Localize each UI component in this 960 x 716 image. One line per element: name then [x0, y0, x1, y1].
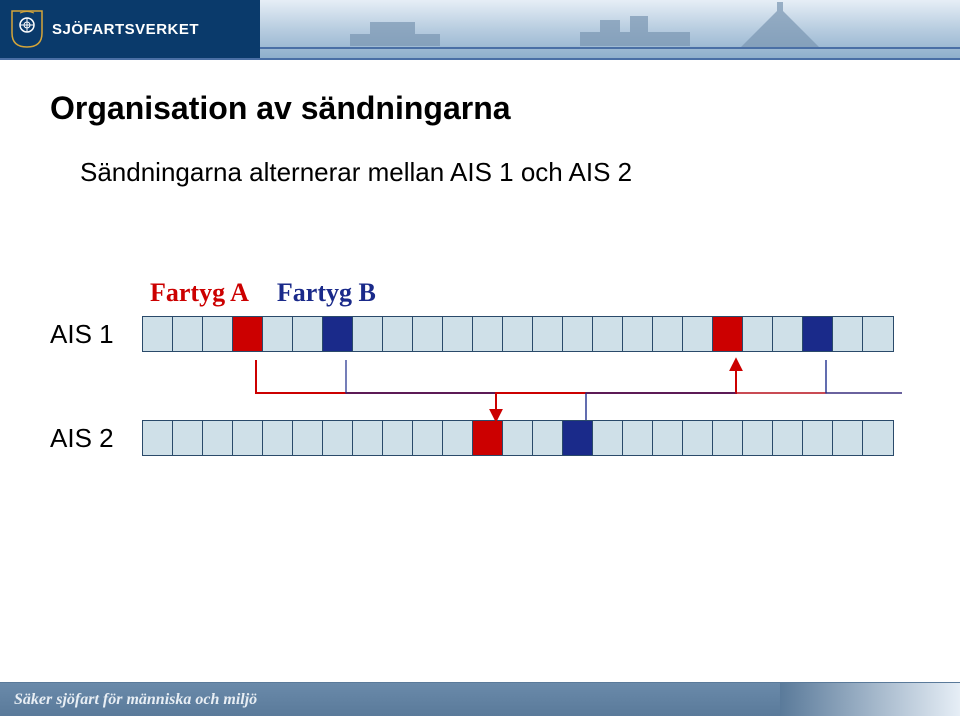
slot: [803, 421, 833, 455]
slot: [443, 317, 473, 351]
connectors: [142, 360, 910, 420]
slot: [383, 317, 413, 351]
slot: [773, 317, 803, 351]
slot: [743, 317, 773, 351]
slot: [143, 317, 173, 351]
slot: [233, 317, 263, 351]
slot: [473, 317, 503, 351]
slot: [413, 421, 443, 455]
slot: [563, 317, 593, 351]
slot: [653, 421, 683, 455]
slot: [683, 421, 713, 455]
slot: [683, 317, 713, 351]
slide: SJÖFARTSVERKET Organisation av sändninga…: [0, 0, 960, 716]
slot: [263, 421, 293, 455]
legend-fartyg-a: Fartyg A: [150, 278, 249, 308]
header: SJÖFARTSVERKET: [0, 0, 960, 60]
slot: [863, 317, 893, 351]
slot: [713, 317, 743, 351]
slot: [803, 317, 833, 351]
slot: [533, 317, 563, 351]
org-name: SJÖFARTSVERKET: [52, 21, 199, 38]
slot: [293, 421, 323, 455]
footer-bar: Säker sjöfart för människa och miljö: [0, 683, 780, 716]
slot: [773, 421, 803, 455]
slot: [473, 421, 503, 455]
slot: [743, 421, 773, 455]
legend: Fartyg A Fartyg B: [150, 278, 910, 308]
footer: Säker sjöfart för människa och miljö: [0, 682, 960, 716]
slot: [233, 421, 263, 455]
slot: [413, 317, 443, 351]
page-title: Organisation av sändningarna: [50, 90, 910, 127]
slot: [503, 317, 533, 351]
ships-silhouette-icon: [260, 0, 960, 58]
page-subtitle: Sändningarna alternerar mellan AIS 1 och…: [80, 157, 910, 188]
footer-fade: [780, 683, 960, 716]
emblem-icon: [10, 9, 44, 49]
footer-text: Säker sjöfart för människa och miljö: [14, 691, 257, 709]
slot: [383, 421, 413, 455]
ais1-label: AIS 1: [50, 319, 142, 350]
slot: [443, 421, 473, 455]
slot: [593, 317, 623, 351]
slot: [323, 421, 353, 455]
slot: [143, 421, 173, 455]
slot: [293, 317, 323, 351]
slot: [353, 421, 383, 455]
slot: [623, 317, 653, 351]
slot: [713, 421, 743, 455]
slot: [353, 317, 383, 351]
slot: [863, 421, 893, 455]
ais1-slots: [142, 316, 894, 352]
ais2-label: AIS 2: [50, 423, 142, 454]
ais1-row: AIS 1: [50, 316, 910, 352]
slot: [833, 317, 863, 351]
slot: [203, 317, 233, 351]
ais2-slots: [142, 420, 894, 456]
slot: [263, 317, 293, 351]
slot: [593, 421, 623, 455]
content: Organisation av sändningarna Sändningarn…: [0, 60, 960, 682]
slot: [833, 421, 863, 455]
slot: [533, 421, 563, 455]
legend-fartyg-b: Fartyg B: [277, 278, 376, 308]
slot: [203, 421, 233, 455]
slot: [173, 317, 203, 351]
slot: [173, 421, 203, 455]
header-brand: SJÖFARTSVERKET: [0, 0, 260, 58]
header-banner: [260, 0, 960, 58]
slot: [503, 421, 533, 455]
ais2-row: AIS 2: [50, 420, 910, 456]
slot: [653, 317, 683, 351]
slot: [563, 421, 593, 455]
slot: [623, 421, 653, 455]
slot: [323, 317, 353, 351]
